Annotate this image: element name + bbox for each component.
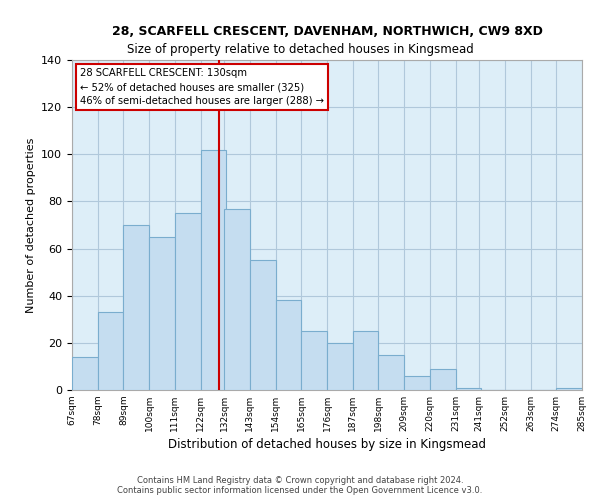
Bar xyxy=(353,331,379,390)
Text: Size of property relative to detached houses in Kingsmead: Size of property relative to detached ho… xyxy=(127,42,473,56)
Bar xyxy=(379,354,404,390)
Text: Contains HM Land Registry data © Crown copyright and database right 2024.
Contai: Contains HM Land Registry data © Crown c… xyxy=(118,476,482,495)
Bar xyxy=(455,388,481,390)
Bar xyxy=(327,343,353,390)
Y-axis label: Number of detached properties: Number of detached properties xyxy=(26,138,35,312)
Bar xyxy=(224,208,250,390)
Bar xyxy=(301,331,327,390)
Bar xyxy=(250,260,275,390)
Bar xyxy=(149,237,175,390)
Bar xyxy=(72,357,98,390)
Title: 28, SCARFELL CRESCENT, DAVENHAM, NORTHWICH, CW9 8XD: 28, SCARFELL CRESCENT, DAVENHAM, NORTHWI… xyxy=(112,25,542,38)
Bar xyxy=(175,213,200,390)
Bar xyxy=(98,312,124,390)
Bar xyxy=(124,225,149,390)
Bar xyxy=(430,369,455,390)
Bar xyxy=(404,376,430,390)
X-axis label: Distribution of detached houses by size in Kingsmead: Distribution of detached houses by size … xyxy=(168,438,486,451)
Bar xyxy=(556,388,582,390)
Text: 28 SCARFELL CRESCENT: 130sqm
← 52% of detached houses are smaller (325)
46% of s: 28 SCARFELL CRESCENT: 130sqm ← 52% of de… xyxy=(80,68,323,106)
Bar xyxy=(275,300,301,390)
Bar xyxy=(200,150,226,390)
